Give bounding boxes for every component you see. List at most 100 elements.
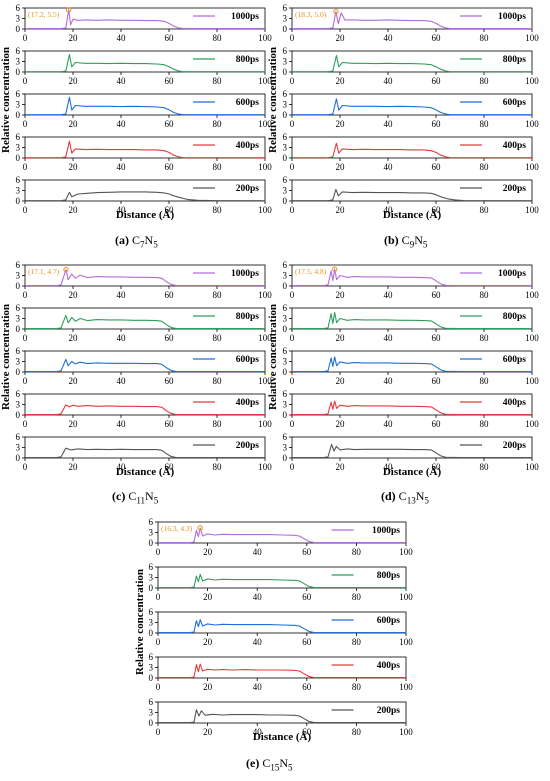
x-axis-label: Distance (Å) xyxy=(253,731,312,743)
panel-frame xyxy=(157,566,407,589)
series-line-400ps xyxy=(25,140,265,159)
legend-label: 400ps xyxy=(503,398,527,408)
x-tick-label: 80 xyxy=(213,462,223,472)
legend-label: 200ps xyxy=(503,184,527,194)
x-tick-label: 0 xyxy=(290,376,295,386)
x-tick-label: 0 xyxy=(290,162,295,172)
x-tick-label: 40 xyxy=(117,205,127,215)
x-tick-label: 20 xyxy=(336,76,346,86)
legend-label: 400ps xyxy=(377,661,401,671)
y-tick-label: 0 xyxy=(283,324,288,334)
y-tick-label: 3 xyxy=(16,143,21,153)
peak-label: (18.3, 5.0) xyxy=(295,10,327,19)
panel-frame xyxy=(291,136,533,159)
x-tick-label: 80 xyxy=(480,462,490,472)
peak-label: (17.5, 4.8) xyxy=(295,267,327,276)
x-tick-label: 0 xyxy=(23,462,28,472)
x-tick-label: 100 xyxy=(525,76,539,86)
legend-label: 1000ps xyxy=(231,269,259,279)
x-tick-label: 60 xyxy=(432,376,442,386)
x-tick-label: 60 xyxy=(432,119,442,129)
series-line-600ps xyxy=(292,356,532,373)
panel-frame xyxy=(24,50,266,73)
x-tick-label: 40 xyxy=(253,547,263,557)
x-tick-label: 40 xyxy=(117,162,127,172)
y-tick-label: 6 xyxy=(16,89,21,99)
y-tick-label: 6 xyxy=(283,389,288,399)
x-tick-label: 0 xyxy=(156,682,161,692)
x-tick-label: 40 xyxy=(384,290,394,300)
x-tick-label: 100 xyxy=(258,333,272,343)
x-tick-label: 0 xyxy=(290,462,295,472)
x-tick-label: 80 xyxy=(480,376,490,386)
y-tick-label: 3 xyxy=(149,708,154,718)
x-tick-label: 60 xyxy=(165,162,175,172)
series-line-400ps xyxy=(25,404,265,416)
x-tick-label: 60 xyxy=(165,462,175,472)
series-line-200ps xyxy=(25,447,265,459)
x-tick-label: 40 xyxy=(384,419,394,429)
x-tick-label: 100 xyxy=(525,162,539,172)
x-tick-label: 60 xyxy=(432,333,442,343)
series-line-1000ps xyxy=(158,527,406,544)
panel-frame xyxy=(24,7,266,30)
legend-label: 1000ps xyxy=(498,269,526,279)
x-tick-label: 100 xyxy=(399,547,413,557)
x-tick-label: 40 xyxy=(384,119,394,129)
y-tick-label: 6 xyxy=(16,46,21,56)
x-tick-label: 40 xyxy=(384,333,394,343)
legend-label: 1000ps xyxy=(372,526,400,536)
x-tick-label: 100 xyxy=(258,376,272,386)
x-tick-label: 40 xyxy=(117,376,127,386)
panel-frame xyxy=(24,393,266,416)
y-tick-label: 3 xyxy=(16,443,21,453)
panel-frame xyxy=(24,307,266,330)
x-tick-label: 20 xyxy=(69,419,79,429)
peak-marker xyxy=(65,7,72,13)
y-tick-label: 0 xyxy=(16,410,21,420)
legend-label: 600ps xyxy=(236,355,260,365)
x-axis-label: Distance (Å) xyxy=(116,209,175,221)
y-tick-label: 3 xyxy=(283,400,288,410)
series-line-1000ps xyxy=(292,268,532,287)
x-tick-label: 0 xyxy=(290,76,295,86)
y-axis-label: Relative concentration xyxy=(0,47,12,153)
x-tick-label: 20 xyxy=(69,333,79,343)
legend-label: 600ps xyxy=(236,98,260,108)
panel-frame xyxy=(157,656,407,679)
panel-frame xyxy=(24,93,266,116)
y-tick-label: 0 xyxy=(149,538,154,548)
y-tick-label: 3 xyxy=(149,618,154,628)
x-tick-label: 80 xyxy=(352,682,362,692)
x-tick-label: 60 xyxy=(432,419,442,429)
x-tick-label: 100 xyxy=(399,592,413,602)
panel-frame xyxy=(157,521,407,544)
caption-a: (a) C7N5 xyxy=(115,233,158,250)
legend-label: 1000ps xyxy=(231,12,259,22)
x-tick-label: 100 xyxy=(525,462,539,472)
x-tick-label: 0 xyxy=(23,376,28,386)
panel-frame xyxy=(24,136,266,159)
y-tick-label: 6 xyxy=(16,389,21,399)
y-tick-label: 0 xyxy=(16,67,21,77)
y-tick-label: 0 xyxy=(149,583,154,593)
x-tick-label: 20 xyxy=(69,290,79,300)
y-tick-label: 6 xyxy=(16,303,21,313)
series-line-400ps xyxy=(292,142,532,159)
y-tick-label: 0 xyxy=(16,324,21,334)
y-tick-label: 0 xyxy=(16,367,21,377)
y-tick-label: 3 xyxy=(16,57,21,67)
legend-label: 800ps xyxy=(503,55,527,65)
